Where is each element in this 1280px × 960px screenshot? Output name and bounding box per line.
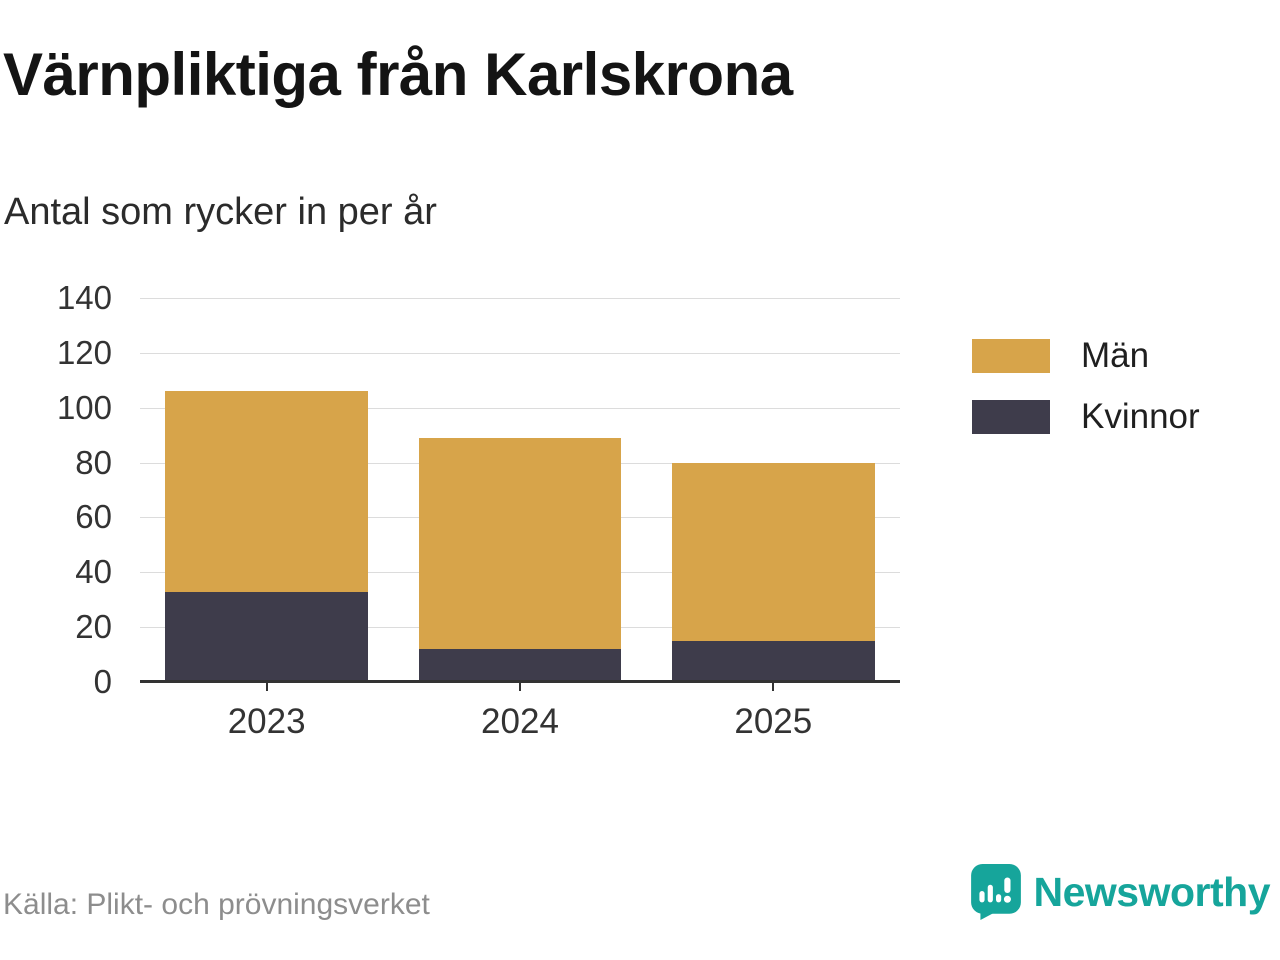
bar-2023-kvinnor [165,591,368,682]
bar-series [140,298,900,682]
x-tick-label-2023: 2023 [227,702,306,741]
x-tick-label-2024: 2024 [481,702,559,741]
brand-lockup: Newsworthy [970,864,1271,920]
y-tick-label-100: 100 [56,388,112,426]
chart-title: Värnpliktiga från Karlskrona [3,41,793,108]
bar-2024-kvinnor [418,649,622,682]
gridline-140 [140,298,900,299]
legend-label-women: Kvinnor [1081,397,1200,436]
x-tick-2025 [772,682,775,691]
gridline-120 [140,352,900,354]
x-axis-line [140,680,900,683]
bar-2023-män [165,391,368,592]
y-tick-label-120: 120 [56,333,112,371]
gridline-100 [140,407,900,409]
x-tick-label-2025: 2025 [734,702,813,741]
x-tick-2024 [519,682,521,691]
x-tick-2023 [265,682,268,691]
legend-item-women: Kvinnor [972,397,1200,437]
x-axis-labels: 2023 2024 2025 [140,702,900,746]
legend: Män Kvinnor [972,336,1200,458]
y-axis-labels: 0 20 40 60 80 100 120 140 [0,279,112,700]
y-tick-label-40: 40 [75,553,112,591]
legend-swatch-women [972,400,1050,434]
y-tick-label-20: 20 [75,608,112,646]
legend-item-men: Män [972,336,1200,376]
bar-2025-män [672,462,875,641]
newsworthy-logo-icon [970,864,1021,920]
legend-label-men: Män [1081,336,1150,375]
plot-area [140,298,900,691]
bar-2024-män [418,437,622,650]
legend-swatch-men [972,339,1050,373]
y-tick-label-80: 80 [75,443,112,481]
bar-2025-kvinnor [672,640,875,682]
y-tick-label-140: 140 [56,279,112,316]
y-tick-label-0: 0 [93,663,112,700]
y-tick-label-60: 60 [75,498,112,536]
source-note: Källa: Plikt- och prövningsverket [3,888,430,921]
brand-name: Newsworthy [1033,868,1271,915]
chart-subtitle: Antal som rycker in per år [4,191,437,233]
